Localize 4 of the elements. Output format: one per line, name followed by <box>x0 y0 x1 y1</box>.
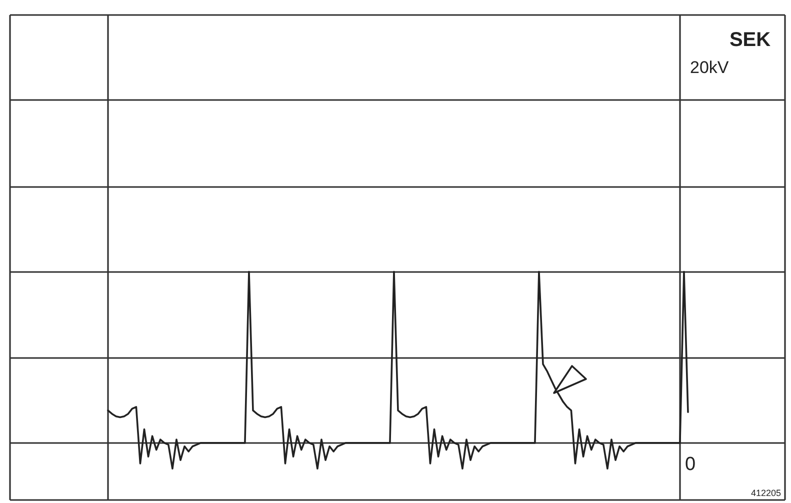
text: 412205 <box>750 488 781 498</box>
text: 20kV <box>690 58 730 77</box>
annotation: 0 <box>685 454 696 475</box>
text: SEK <box>729 29 772 51</box>
